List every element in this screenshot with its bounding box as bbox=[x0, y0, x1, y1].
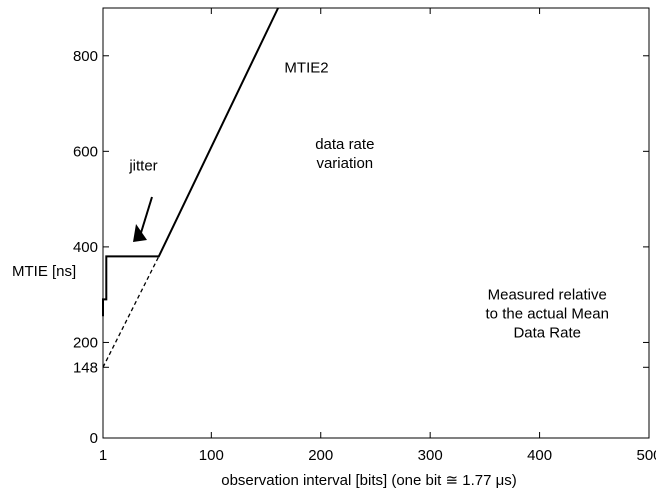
annotation-text: jitter bbox=[128, 157, 157, 174]
y-axis-ticks: 0 148 200 400 600 800 bbox=[73, 48, 649, 447]
x-tick-label: 100 bbox=[199, 447, 224, 464]
y-axis-label: MTIE [ns] bbox=[12, 263, 76, 280]
y-tick-label: 200 bbox=[73, 334, 98, 351]
jitter-arrow bbox=[133, 196, 153, 242]
annotation-text: to the actual Mean bbox=[486, 306, 609, 323]
x-tick-label: 200 bbox=[308, 447, 333, 464]
y-tick-label: 400 bbox=[73, 239, 98, 256]
x-tick-label: 1 bbox=[99, 447, 107, 464]
y-tick-label: 0 bbox=[90, 430, 98, 447]
annotation-text: data rate bbox=[315, 136, 374, 153]
y-tick-label: 600 bbox=[73, 143, 98, 160]
annotation-text: variation bbox=[316, 155, 373, 172]
x-tick-label: 400 bbox=[527, 447, 552, 464]
y-tick-label: 148 bbox=[73, 359, 98, 376]
x-tick-label: 500 bbox=[636, 447, 656, 464]
extrapolation-line bbox=[102, 256, 160, 368]
annotation-text: Measured relative bbox=[488, 286, 607, 303]
annotation-text: Data Rate bbox=[513, 325, 581, 342]
series-group bbox=[102, 7, 280, 368]
plot-frame bbox=[102, 7, 650, 439]
annotations-group: MTIE2 jitter data rate variation Measured re… bbox=[128, 60, 609, 342]
x-tick-label: 300 bbox=[418, 447, 443, 464]
annotation-text: MTIE2 bbox=[284, 60, 328, 77]
mtie-line bbox=[102, 7, 280, 317]
x-axis-label: observation interval [bits] (one bit ≅ 1… bbox=[221, 472, 517, 489]
x-axis-ticks: 1 100 200 300 400 500 bbox=[99, 8, 656, 464]
y-tick-label: 800 bbox=[73, 48, 98, 65]
